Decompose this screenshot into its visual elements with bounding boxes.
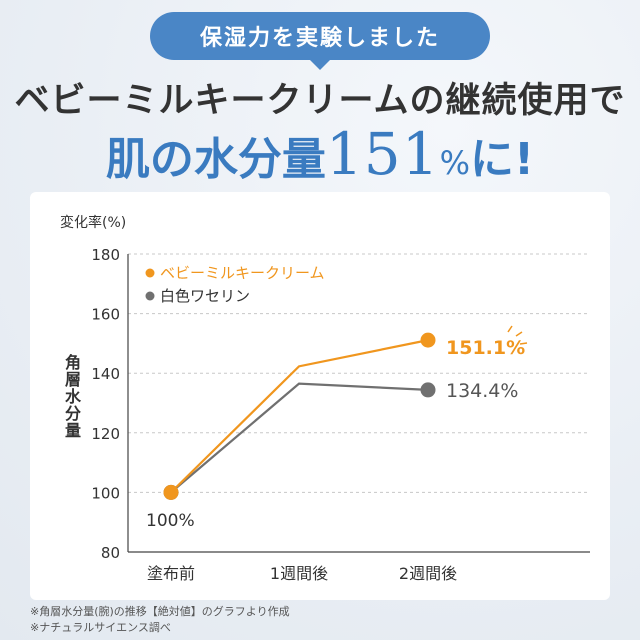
y-tick-label: 160 <box>91 306 120 324</box>
footnote-2: ※ナチュラルサイエンス調べ <box>30 621 171 634</box>
emphasis-ray-1 <box>515 331 523 337</box>
series-line-0 <box>170 339 429 494</box>
series-0-point-0 <box>163 484 179 500</box>
legend-label-1: 白色ワセリン <box>160 287 250 305</box>
x-tick-label: 1週間後 <box>270 564 328 583</box>
y-tick-label: 80 <box>101 544 120 562</box>
chart-card <box>30 192 610 600</box>
headline-prefix: 肌の水分量 <box>105 134 326 185</box>
intro-bubble-tail <box>308 58 332 70</box>
y-tick-label: 140 <box>91 365 120 383</box>
footnote-1: ※角層水分量(腕)の推移【絶対値】のグラフより作成 <box>30 605 290 618</box>
series-line-1 <box>170 382 429 494</box>
series-0-point-2 <box>420 332 436 348</box>
headline-suffix: に! <box>470 134 535 185</box>
intro-bubble: 保湿力を実験しました <box>150 12 490 60</box>
y-unit-label: 変化率(%) <box>60 215 127 231</box>
y-tick-label: 100 <box>91 484 120 502</box>
y-axis-label: 角層水分量 <box>62 354 81 439</box>
headline-line1: ベビーミルキークリームの継続使用で <box>14 81 626 121</box>
series-1-point-2 <box>420 382 436 398</box>
headline-line2: 肌の水分量151%に! <box>0 120 640 188</box>
x-tick-label: 塗布前 <box>147 564 195 583</box>
x-tick-label: 2週間後 <box>399 564 457 583</box>
legend-label-0: ベビーミルキークリーム <box>160 264 325 282</box>
headline-percent: % <box>439 144 471 182</box>
data-label-start: 100% <box>146 511 195 531</box>
y-tick-label: 120 <box>91 425 120 443</box>
legend-marker-0 <box>145 268 155 278</box>
emphasis-ray-0 <box>507 325 513 333</box>
headline-number: 151 <box>325 120 440 188</box>
legend-marker-1 <box>145 291 155 301</box>
data-label-series0-end: 151.1% <box>446 337 525 359</box>
y-tick-label: 180 <box>91 246 120 264</box>
data-label-series1-end: 134.4% <box>446 380 518 402</box>
emphasis-ray-2 <box>519 342 528 345</box>
intro-bubble-text: 保湿力を実験しました <box>199 26 440 51</box>
